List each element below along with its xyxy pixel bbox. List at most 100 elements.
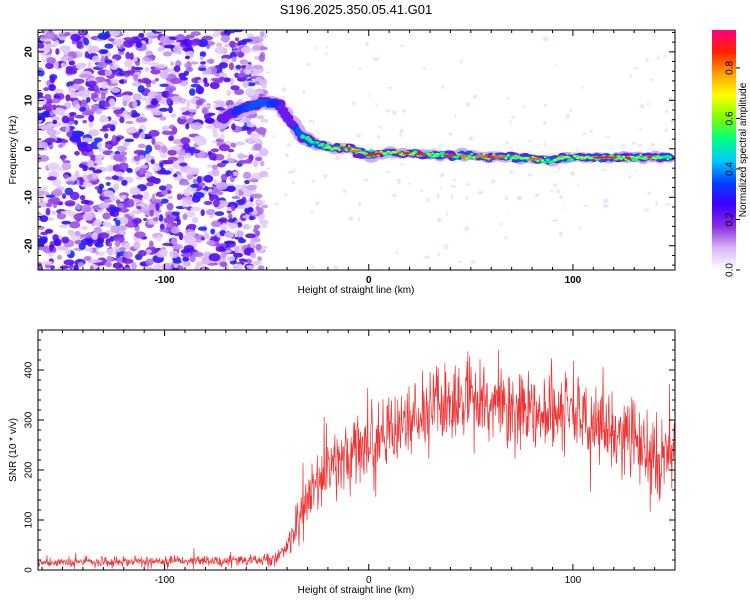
noise-blob	[94, 186, 100, 190]
noise-blob	[171, 211, 181, 216]
noise-blob	[582, 205, 589, 207]
noise-blob	[75, 62, 86, 70]
noise-blob	[260, 222, 268, 229]
ridge-mark	[601, 156, 612, 159]
noise-blob	[551, 219, 558, 222]
ridge-mark	[467, 155, 471, 157]
noise-blob	[448, 132, 454, 136]
noise-blob	[77, 90, 88, 97]
noise-blob	[122, 100, 128, 107]
ridge-mark	[639, 154, 643, 156]
y-tick-label: 10	[24, 94, 35, 106]
y-tick-label: -10	[24, 190, 35, 205]
noise-blob	[45, 62, 54, 70]
noise-blob	[148, 129, 160, 137]
noise-blob	[185, 201, 192, 206]
noise-blob	[218, 62, 228, 69]
ridge-mark	[541, 159, 545, 162]
noise-blob	[41, 260, 53, 265]
noise-blob	[68, 112, 77, 116]
noise-blob	[93, 137, 103, 143]
ridge-mark	[627, 159, 630, 162]
noise-blob	[311, 265, 315, 269]
noise-blob	[47, 176, 57, 181]
noise-blob	[427, 254, 430, 260]
ridge-mark	[412, 150, 418, 154]
colorbar-tick-label: 0.6	[725, 111, 736, 125]
ridge-mark	[666, 158, 669, 161]
noise-blob	[665, 109, 668, 114]
noise-blob	[123, 37, 133, 41]
noise-blob	[138, 32, 145, 38]
noise-blob	[38, 245, 48, 251]
noise-blob	[150, 69, 161, 75]
noise-blob	[64, 248, 72, 255]
noise-blob	[324, 52, 328, 55]
noise-blob	[257, 256, 263, 262]
noise-blob	[118, 51, 125, 55]
noise-blob	[192, 251, 204, 257]
noise-blob	[97, 32, 110, 40]
noise-blob	[245, 117, 251, 125]
noise-blob	[373, 57, 379, 62]
noise-blob	[192, 191, 205, 199]
noise-blob	[145, 50, 153, 57]
noise-blob	[203, 200, 213, 206]
noise-blob	[128, 199, 134, 203]
noise-blob	[104, 143, 112, 149]
noise-blob	[237, 73, 246, 78]
noise-blob	[150, 80, 157, 85]
ridge-mark	[458, 154, 469, 158]
noise-blob	[649, 78, 654, 81]
noise-blob	[97, 232, 110, 239]
x-tick-label: -100	[155, 575, 175, 586]
noise-blob	[195, 85, 205, 95]
noise-blob	[38, 226, 45, 230]
noise-blob	[112, 183, 120, 191]
noise-blob	[253, 137, 261, 144]
ridge-mark	[387, 150, 390, 153]
noise-blob	[87, 248, 94, 253]
noise-blob	[399, 133, 402, 138]
noise-blob	[255, 243, 262, 251]
noise-blob	[246, 184, 257, 191]
noise-blob	[133, 155, 141, 162]
noise-blob	[379, 125, 382, 129]
noise-blob	[81, 137, 93, 143]
noise-blob	[207, 67, 212, 75]
noise-blob	[226, 89, 232, 96]
ridge-mark	[382, 152, 385, 155]
ridge-mark	[368, 149, 374, 152]
noise-blob	[400, 43, 404, 48]
noise-blob	[121, 70, 132, 75]
noise-blob	[214, 46, 227, 54]
ridge-mark	[528, 157, 542, 161]
noise-blob	[38, 67, 44, 72]
noise-blob	[311, 179, 315, 183]
noise-blob	[101, 92, 106, 100]
noise-blob	[543, 142, 546, 147]
x-tick-label: 0	[366, 275, 372, 286]
noise-blob	[181, 116, 187, 120]
noise-blob	[144, 135, 153, 140]
noise-blob	[159, 162, 164, 168]
noise-blob	[258, 79, 267, 86]
ridge-mark	[435, 153, 440, 155]
noise-blob	[152, 217, 159, 222]
ridge-mark	[319, 142, 325, 146]
noise-blob	[231, 123, 236, 131]
snr-y-label: SNR (10 * v/v)	[8, 418, 19, 482]
noise-blob	[312, 119, 315, 125]
noise-blob	[181, 111, 192, 116]
noise-blob	[147, 54, 156, 60]
noise-blob	[408, 182, 411, 185]
noise-blob	[138, 167, 146, 175]
noise-blob	[603, 198, 609, 204]
noise-blob	[392, 110, 397, 116]
ridge-mark	[622, 155, 626, 158]
x-tick-label: 100	[565, 575, 582, 586]
noise-blob	[173, 173, 178, 178]
ridge-mark	[465, 157, 469, 160]
ridge-mark	[335, 148, 339, 150]
noise-blob	[162, 160, 174, 165]
